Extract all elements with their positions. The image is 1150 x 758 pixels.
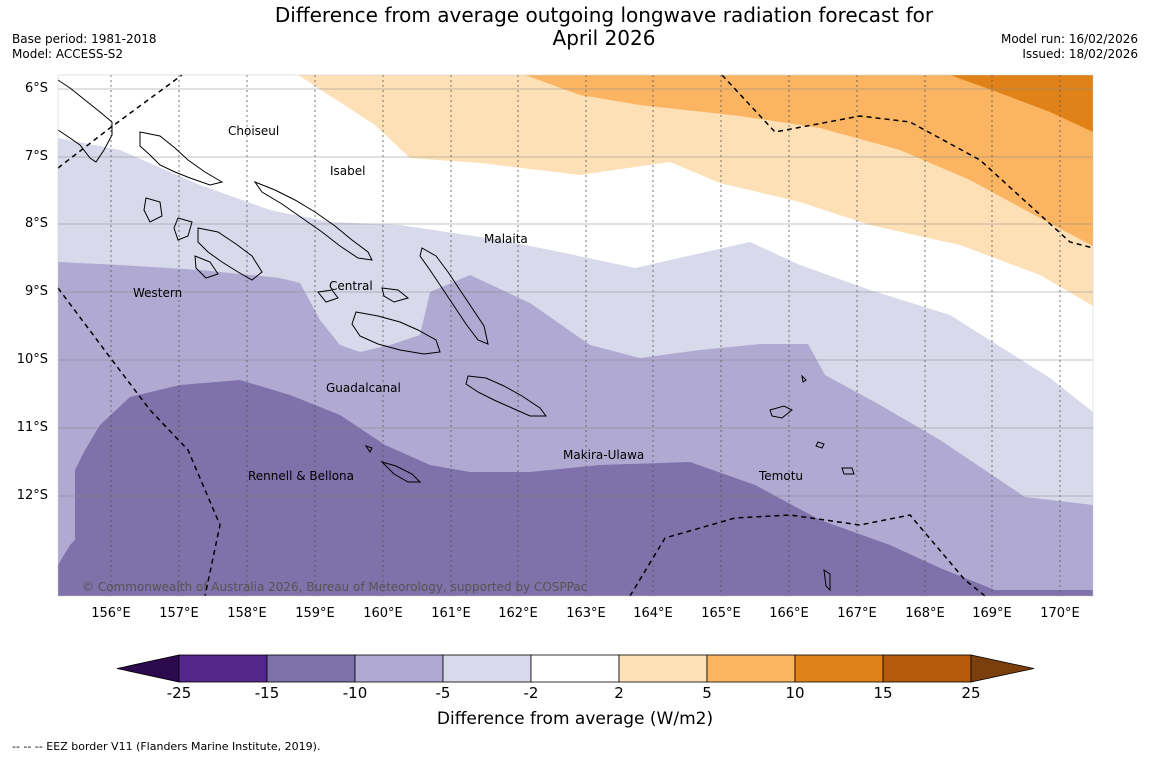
eez-border-west	[57, 287, 221, 597]
issued-date: Issued: 18/02/2026	[1022, 47, 1138, 61]
region-malaita: Malaita	[484, 232, 528, 246]
lon-label: 161°E	[431, 606, 471, 621]
copyright-notice: © Commonwealth of Australia 2026, Bureau…	[82, 580, 588, 594]
colorbar-extend-high	[970, 654, 1035, 683]
colorbar-segment	[530, 654, 620, 683]
lon-label: 166°E	[769, 606, 809, 621]
florida-islands	[317, 287, 410, 303]
colorbar-tick: 15	[873, 684, 893, 702]
makira-island	[465, 375, 547, 417]
isabel-island	[253, 180, 373, 261]
lat-label: 7°S	[24, 149, 48, 164]
lat-label: 6°S	[24, 81, 48, 96]
rennell-island	[364, 445, 422, 483]
coastlines	[57, 79, 855, 592]
colorbar-tick: 2	[614, 684, 624, 702]
colorbar	[116, 654, 1035, 683]
eez-border-nw	[57, 74, 183, 169]
colorbar-segment	[882, 654, 972, 683]
eez-borders	[57, 74, 1094, 597]
region-guadalcanal: Guadalcanal	[326, 381, 401, 395]
colorbar-tick: 5	[702, 684, 712, 702]
lon-label: 164°E	[633, 606, 673, 621]
base-period: Base period: 1981-2018	[12, 32, 157, 46]
graticule	[58, 88, 1093, 497]
choiseul-island	[139, 131, 224, 186]
lat-label: 11°S	[16, 420, 48, 435]
colorbar-segment	[618, 654, 708, 683]
region-western: Western	[133, 286, 183, 300]
colorbar-tick: 25	[961, 684, 981, 702]
lon-label: 157°E	[159, 606, 199, 621]
lon-label: 168°E	[905, 606, 945, 621]
lon-label: 170°E	[1040, 606, 1080, 621]
colorbar-segment	[442, 654, 532, 683]
lat-label: 9°S	[24, 284, 48, 299]
lon-label: 165°E	[701, 606, 741, 621]
lon-label: 158°E	[227, 606, 267, 621]
region-temotu: Temotu	[759, 469, 804, 483]
title-line-1: Difference from average outgoing longwav…	[274, 3, 934, 27]
lat-label: 10°S	[16, 352, 48, 367]
region-isabel: Isabel	[330, 164, 366, 178]
colorbar-tick: -25	[166, 684, 192, 702]
region-choiseul: Choiseul	[228, 124, 280, 138]
eez-legend: -- -- -- EEZ border V11 (Flanders Marine…	[12, 740, 321, 753]
region-rennell-bellona: Rennell & Bellona	[248, 469, 355, 483]
colorbar-segment	[266, 654, 356, 683]
chart-title: Difference from average outgoing longwav…	[0, 4, 1150, 50]
colorbar-tick: -5	[435, 684, 451, 702]
colorbar-tick: -15	[254, 684, 280, 702]
lon-label: 162°E	[498, 606, 538, 621]
colorbar-segment	[706, 654, 796, 683]
meta-left: Base period: 1981-2018 Model: ACCESS-S2	[12, 32, 157, 62]
band-minus15	[75, 380, 1093, 596]
band-plus5	[525, 75, 1093, 246]
lon-label: 169°E	[972, 606, 1012, 621]
colorbar-extend-low	[116, 654, 180, 683]
lon-label: 156°E	[91, 606, 131, 621]
colorbar-segment	[178, 654, 268, 683]
lon-label: 159°E	[295, 606, 335, 621]
region-makira-ulawa: Makira-Ulawa	[563, 448, 645, 462]
region-central: Central	[329, 279, 373, 293]
new-georgia-islands	[143, 197, 263, 281]
lon-label: 163°E	[566, 606, 606, 621]
guadalcanal-island	[351, 311, 441, 355]
map-fill	[58, 75, 1093, 596]
colorbar-tick: -10	[342, 684, 368, 702]
band-minus15-edge	[58, 540, 75, 596]
meridians	[110, 75, 1061, 596]
santa-cruz-islands	[769, 374, 855, 592]
lat-label: 8°S	[24, 216, 48, 231]
lat-label: 12°S	[16, 488, 48, 503]
colorbar-segment	[794, 654, 884, 683]
model-name: Model: ACCESS-S2	[12, 47, 124, 61]
lon-label: 160°E	[363, 606, 403, 621]
eez-border-ne	[721, 74, 1094, 249]
eez-border-south	[629, 514, 986, 597]
map-frame	[57, 74, 1094, 597]
malaita-island	[419, 247, 489, 345]
lon-label: 167°E	[837, 606, 877, 621]
colorbar-segment	[354, 654, 444, 683]
colorbar-tick: 10	[785, 684, 805, 702]
model-run: Model run: 16/02/2026	[1000, 32, 1138, 46]
bougainville-island	[57, 79, 113, 163]
colorbar-label: Difference from average (W/m2)	[436, 709, 714, 729]
title-line-2: April 2026	[552, 26, 656, 50]
meta-right: Model run: 16/02/2026 Issued: 18/02/2026	[1001, 32, 1138, 62]
colorbar-tick: -2	[523, 684, 539, 702]
